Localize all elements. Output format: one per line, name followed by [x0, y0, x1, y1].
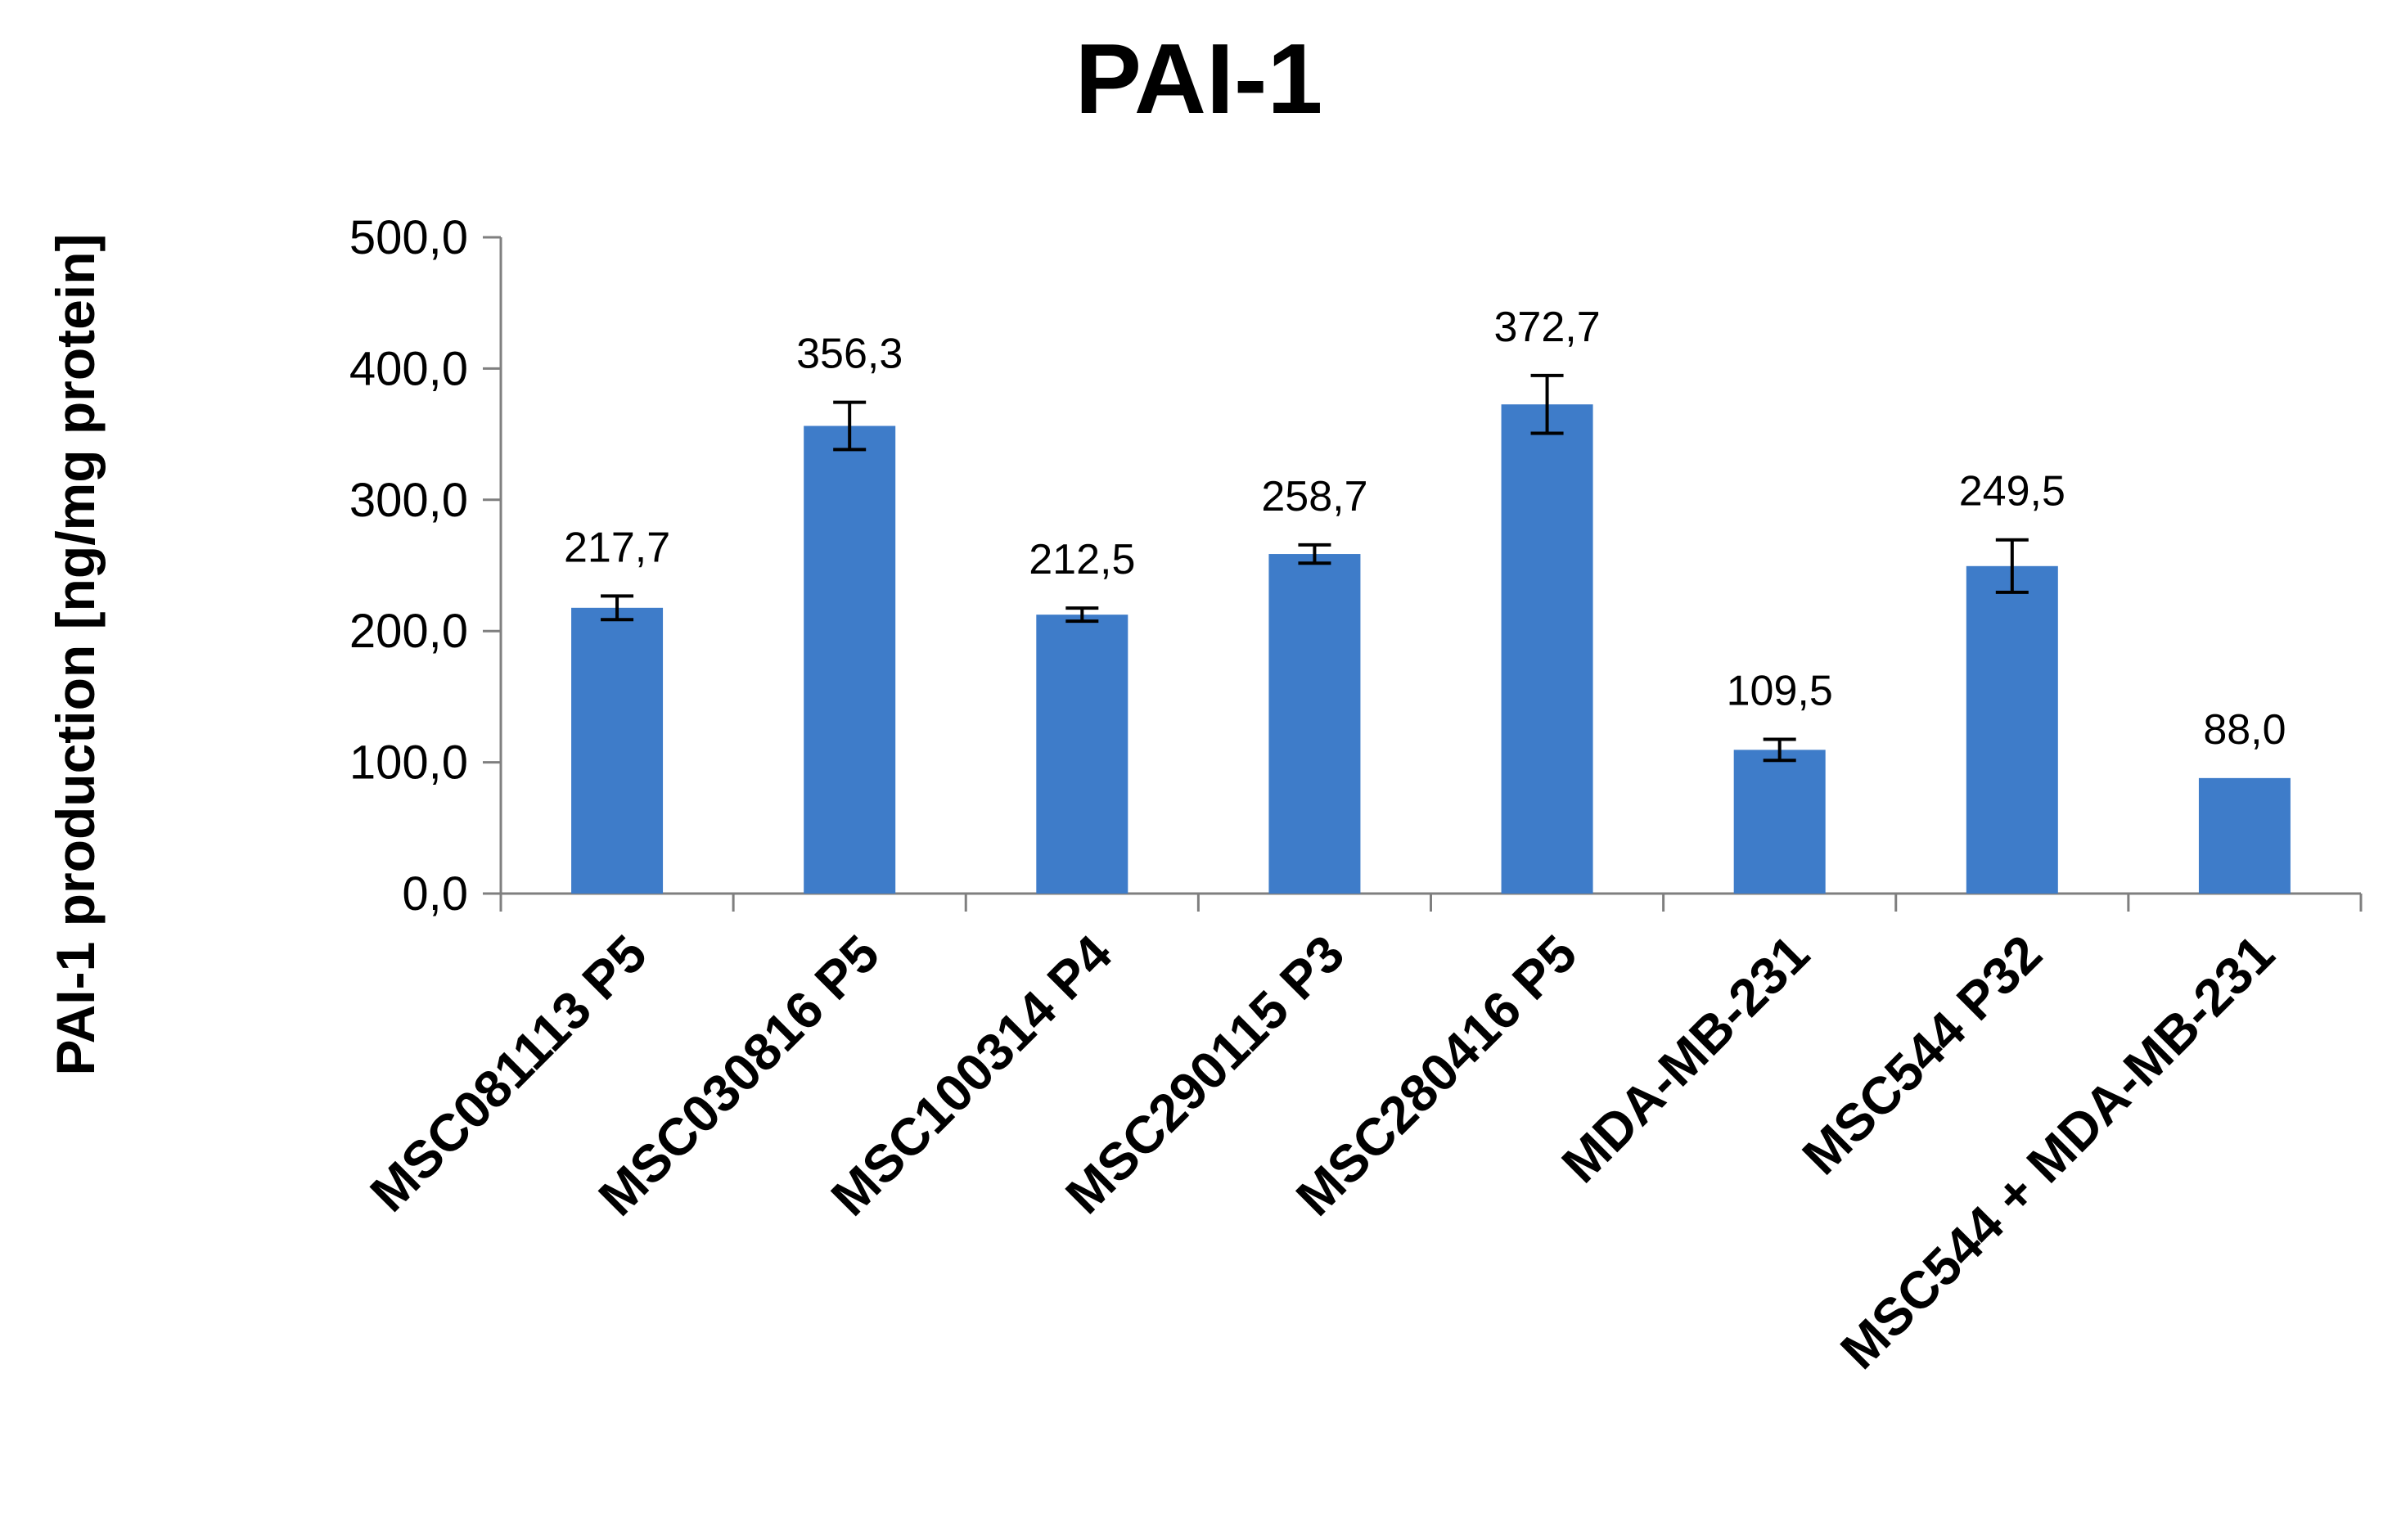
- y-tick-label: 300,0: [349, 474, 468, 527]
- bar: [804, 426, 896, 894]
- y-tick-label: 200,0: [349, 605, 468, 658]
- y-tick-label: 100,0: [349, 736, 468, 790]
- plot-area: 0,0100,0200,0300,0400,0500,0217,7MSC0811…: [349, 211, 2363, 1380]
- x-tick-label: MSC544 + MDA-MB-231: [1829, 924, 2286, 1380]
- bar: [1036, 615, 1128, 894]
- data-label: 109,5: [1727, 668, 1833, 715]
- chart-title: PAI-1: [1075, 23, 1323, 134]
- x-tick-label: MSC544 P32: [1791, 924, 2053, 1186]
- data-label: 217,7: [564, 524, 670, 571]
- bar: [571, 607, 664, 894]
- bar: [1733, 750, 1826, 894]
- x-tick-label: MDA-MB-231: [1551, 924, 1821, 1194]
- y-tick-label: 0,0: [402, 867, 468, 921]
- y-tick-label: 500,0: [349, 211, 468, 264]
- bar: [2198, 777, 2291, 894]
- data-label: 258,7: [1261, 473, 1367, 520]
- data-label: 212,5: [1029, 536, 1135, 583]
- bar: [1501, 404, 1593, 894]
- bar: [1966, 565, 2058, 894]
- data-label: 88,0: [2203, 706, 2286, 754]
- y-axis-label: PAI-1 production [ng/mg protein]: [45, 234, 106, 1076]
- data-label: 372,7: [1493, 304, 1600, 351]
- data-label: 356,3: [796, 331, 903, 378]
- data-label: 249,5: [1959, 468, 2065, 516]
- bar: [1268, 554, 1361, 894]
- y-tick-label: 400,0: [349, 342, 468, 395]
